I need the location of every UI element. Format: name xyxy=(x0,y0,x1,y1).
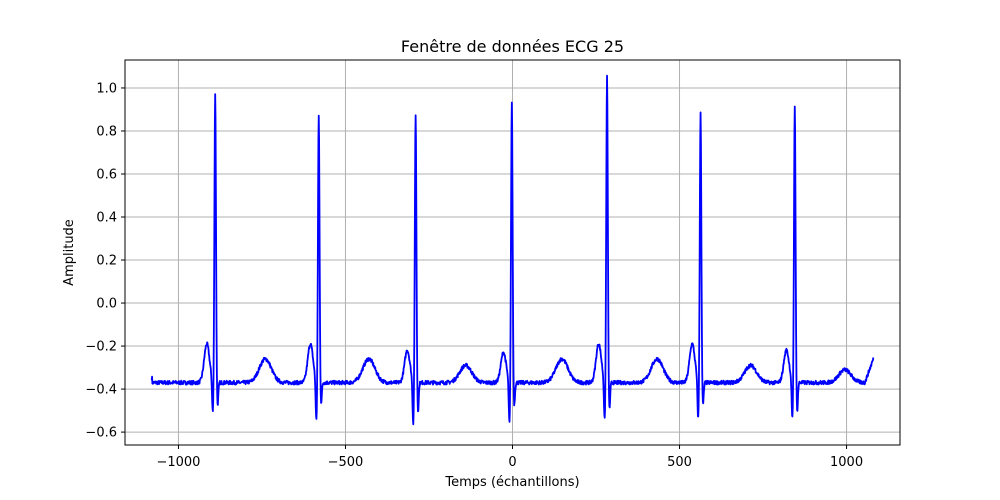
x-tick-label: 1000 xyxy=(830,455,863,470)
x-tick-label: −1000 xyxy=(156,455,200,470)
x-tick-label: 500 xyxy=(667,455,692,470)
y-axis-label: Amplitude xyxy=(62,219,77,286)
y-tick-label: 0.8 xyxy=(96,124,117,139)
x-tick-label: −500 xyxy=(328,455,364,470)
y-tick-label: 1.0 xyxy=(96,81,117,96)
y-tick-label: −0.2 xyxy=(85,340,117,355)
y-tick-label: 0.2 xyxy=(96,254,117,269)
ecg-series-line xyxy=(150,74,875,426)
x-axis: −1000 −500 0 500 1000 xyxy=(156,445,863,470)
y-tick-label: −0.4 xyxy=(85,383,117,398)
y-tick-label: 0.0 xyxy=(96,297,117,312)
y-tick-label: −0.6 xyxy=(85,426,117,441)
chart-title: Fenêtre de données ECG 25 xyxy=(401,37,624,56)
y-tick-label: 0.6 xyxy=(96,167,117,182)
x-tick-label: 0 xyxy=(508,455,516,470)
x-axis-label: Temps (échantillons) xyxy=(444,475,579,490)
y-axis: −0.6 −0.4 −0.2 0.0 0.2 0.4 0.6 0.8 1.0 xyxy=(85,81,125,441)
y-tick-label: 0.4 xyxy=(96,211,117,226)
